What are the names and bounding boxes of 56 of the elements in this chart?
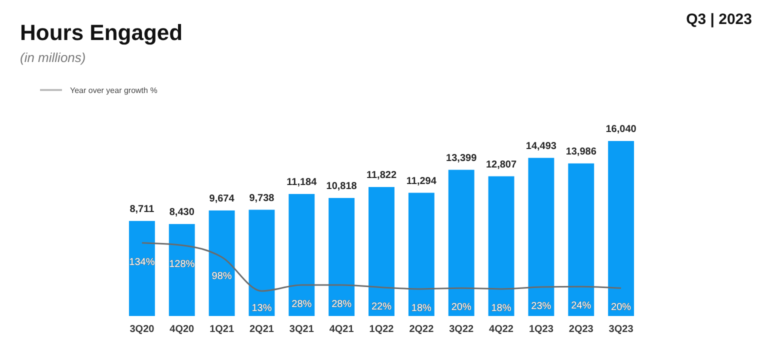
bar xyxy=(248,210,275,316)
data-label: 18% xyxy=(491,302,512,314)
x-tick-label: 1Q23 xyxy=(528,324,554,335)
bar xyxy=(368,187,394,316)
x-tick-label: 1Q22 xyxy=(369,324,394,335)
bar xyxy=(328,198,355,316)
data-label: 18% xyxy=(411,302,432,314)
bar xyxy=(608,141,634,316)
x-tick-label: 2Q23 xyxy=(568,324,594,335)
bar xyxy=(168,224,195,316)
x-tick-label: 3Q23 xyxy=(608,324,634,335)
data-label: 28% xyxy=(332,298,352,310)
x-tick-label: 1Q21 xyxy=(210,324,234,335)
chart-subtitle: (in millions) xyxy=(20,50,86,65)
data-label: 10,818 xyxy=(326,180,358,192)
data-label: 11,822 xyxy=(366,170,397,182)
data-label: 8,430 xyxy=(169,207,195,218)
data-label: 11,294 xyxy=(406,176,437,187)
x-tick-label: 4Q20 xyxy=(170,324,195,335)
text: Year over year growth % xyxy=(70,86,158,95)
data-label: 13,399 xyxy=(446,152,478,164)
x-tick-label: 4Q21 xyxy=(329,324,354,335)
chart-title: Hours Engaged xyxy=(20,20,183,45)
x-tick-label: 3Q22 xyxy=(449,324,474,335)
data-label: 128% xyxy=(169,259,195,270)
bar xyxy=(448,170,474,316)
data-label: 11,184 xyxy=(286,176,318,188)
data-label: 20% xyxy=(451,302,472,314)
bar xyxy=(208,210,235,316)
data-label: 98% xyxy=(212,271,232,282)
x-tick-label: 3Q20 xyxy=(130,324,155,335)
x-tick-label: 2Q21 xyxy=(249,324,274,335)
x-tick-label: 2Q22 xyxy=(409,324,434,335)
text: Q3 | 2023 xyxy=(686,11,752,28)
data-label: 8,711 xyxy=(130,204,155,215)
x-tick-label: 4Q22 xyxy=(489,324,514,335)
data-label: 13,986 xyxy=(566,146,597,158)
data-label: 24% xyxy=(571,300,592,312)
x-tick-label: 3Q21 xyxy=(289,324,314,335)
bar xyxy=(488,176,514,316)
bar xyxy=(408,192,434,316)
bar xyxy=(288,194,315,316)
data-label: 22% xyxy=(371,301,392,312)
data-label: 28% xyxy=(292,298,312,310)
data-label: 20% xyxy=(611,302,632,314)
data-label: 23% xyxy=(531,300,552,312)
data-label: 9,674 xyxy=(209,193,235,204)
data-label: 12,807 xyxy=(486,159,517,170)
data-label: 16,040 xyxy=(606,124,637,135)
data-label: 13% xyxy=(252,303,272,314)
data-label: 14,493 xyxy=(526,140,557,152)
bar xyxy=(528,158,554,316)
data-label: 9,738 xyxy=(249,192,275,204)
bar xyxy=(128,220,155,316)
bar xyxy=(568,163,594,316)
data-label: 134% xyxy=(129,256,155,268)
